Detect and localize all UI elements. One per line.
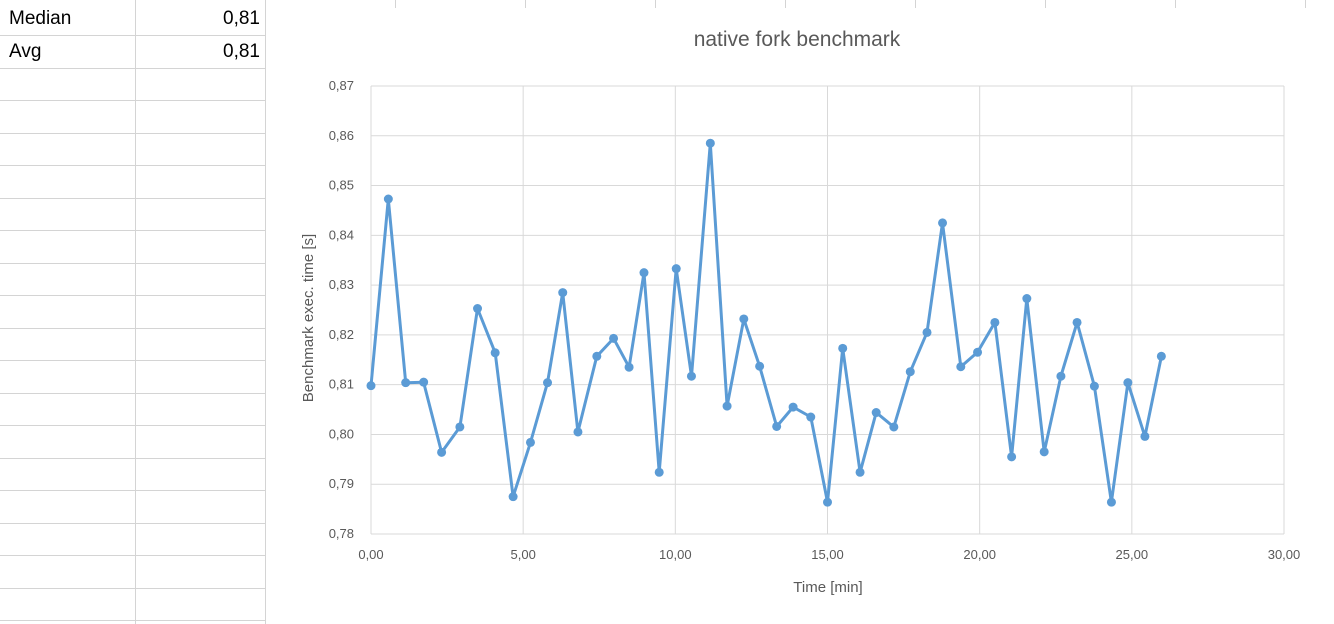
x-tick-label: 20,00 (963, 547, 996, 562)
y-tick-label: 0,87 (329, 78, 354, 93)
data-point (1140, 431, 1150, 441)
y-tick-label: 0,86 (329, 128, 354, 143)
data-point (755, 361, 765, 371)
x-tick-label: 25,00 (1116, 547, 1149, 562)
data-point (855, 467, 865, 477)
data-point (437, 447, 447, 457)
data-point (922, 327, 932, 337)
data-point (508, 492, 518, 502)
data-point (490, 348, 500, 358)
data-point (1007, 452, 1017, 462)
data-point (938, 218, 948, 228)
data-point (592, 351, 602, 361)
median-label-cell[interactable]: Median (9, 8, 72, 29)
data-point (624, 362, 634, 372)
y-tick-label: 0,84 (329, 227, 354, 242)
data-point (1072, 317, 1082, 327)
data-point (609, 333, 619, 343)
data-point (772, 421, 782, 431)
chart-title: native fork benchmark (694, 28, 901, 51)
data-point (722, 401, 732, 411)
y-tick-label: 0,80 (329, 426, 354, 441)
avg-label-cell[interactable]: Avg (9, 41, 42, 62)
data-point (739, 314, 749, 324)
data-point (1089, 381, 1099, 391)
y-tick-label: 0,85 (329, 178, 354, 193)
data-point (639, 268, 649, 278)
data-point (806, 412, 816, 422)
data-point (956, 362, 966, 372)
data-point (905, 367, 915, 377)
y-axis-title: Benchmark exec. time [s] (300, 234, 317, 402)
series-line (369, 141, 1163, 504)
x-tick-label: 15,00 (811, 547, 844, 562)
data-point (823, 497, 832, 507)
data-point (973, 347, 983, 357)
data-point (419, 377, 429, 387)
x-axis-title: Time [min] (793, 579, 862, 596)
data-point (889, 422, 899, 432)
x-tick-label: 0,00 (358, 547, 383, 562)
data-point (573, 427, 583, 437)
x-tick-label: 10,00 (659, 547, 692, 562)
avg-value-cell[interactable]: 0,81 (223, 41, 260, 62)
y-tick-label: 0,82 (329, 327, 354, 342)
data-point (401, 378, 411, 388)
x-tick-label: 5,00 (511, 547, 536, 562)
data-point (1022, 294, 1032, 304)
data-point (558, 288, 568, 298)
data-point (1123, 378, 1133, 388)
y-tick-label: 0,81 (329, 377, 354, 392)
data-point (671, 264, 681, 274)
data-point (455, 422, 465, 432)
data-point (383, 194, 393, 204)
data-point (788, 402, 798, 412)
data-point (1156, 351, 1166, 361)
data-point (871, 408, 881, 418)
data-point (1039, 447, 1049, 457)
data-point (654, 467, 664, 477)
data-point (1106, 497, 1116, 507)
benchmark-chart: native fork benchmark Time [min] Benchma… (300, 28, 1301, 596)
data-point (366, 381, 376, 391)
data-point (473, 304, 483, 314)
chart-object[interactable]: native fork benchmark Time [min] Benchma… (266, 8, 1334, 624)
y-tick-label: 0,78 (329, 526, 354, 541)
data-point (1056, 371, 1066, 381)
median-value-cell[interactable]: 0,81 (223, 8, 260, 29)
y-tick-label: 0,79 (329, 476, 354, 491)
data-point (525, 437, 535, 447)
data-point (686, 371, 696, 381)
x-tick-label: 30,00 (1268, 547, 1301, 562)
data-point (705, 138, 715, 148)
data-point (838, 343, 848, 353)
y-tick-label: 0,83 (329, 277, 354, 292)
data-point (990, 317, 1000, 327)
data-point (543, 378, 553, 388)
